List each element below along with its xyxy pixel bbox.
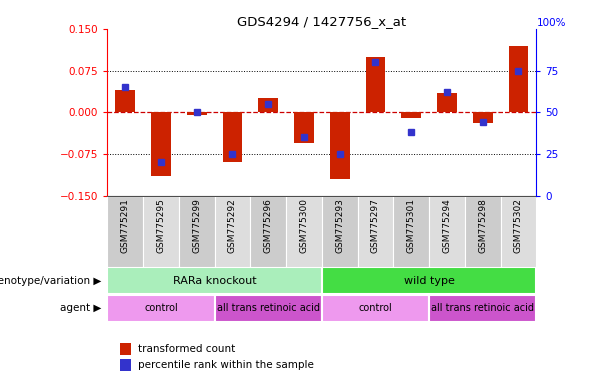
Text: GSM775301: GSM775301	[406, 198, 416, 253]
Text: GSM775294: GSM775294	[443, 198, 452, 253]
Title: GDS4294 / 1427756_x_at: GDS4294 / 1427756_x_at	[237, 15, 406, 28]
Text: GSM775291: GSM775291	[121, 198, 130, 253]
Bar	[294, 112, 314, 143]
Bar	[357, 196, 394, 267]
Bar	[107, 196, 143, 267]
Bar	[322, 267, 536, 294]
Text: GSM775295: GSM775295	[156, 198, 166, 253]
Text: transformed count: transformed count	[138, 344, 235, 354]
Bar	[473, 112, 493, 123]
Bar	[429, 295, 536, 322]
Bar	[286, 196, 322, 267]
Text: GSM775298: GSM775298	[478, 198, 487, 253]
Text: GSM775302: GSM775302	[514, 198, 523, 253]
Text: RARa knockout: RARa knockout	[173, 276, 256, 286]
Bar	[365, 56, 386, 112]
Bar	[223, 112, 242, 162]
Bar	[402, 112, 421, 118]
Bar	[250, 196, 286, 267]
Bar	[215, 196, 250, 267]
Bar	[322, 295, 429, 322]
Bar	[394, 196, 429, 267]
Text: GSM775292: GSM775292	[228, 198, 237, 253]
Text: genotype/variation ▶: genotype/variation ▶	[0, 276, 101, 286]
Bar	[429, 196, 465, 267]
Bar	[465, 196, 501, 267]
Text: control: control	[359, 303, 392, 313]
Text: wild type: wild type	[404, 276, 454, 286]
Text: all trans retinoic acid: all trans retinoic acid	[216, 303, 320, 313]
Text: GSM775300: GSM775300	[299, 198, 308, 253]
Bar	[258, 98, 278, 112]
Text: control: control	[144, 303, 178, 313]
Text: percentile rank within the sample: percentile rank within the sample	[138, 360, 314, 370]
Bar	[437, 93, 457, 112]
Bar	[501, 196, 536, 267]
Text: GSM775293: GSM775293	[335, 198, 345, 253]
Bar	[322, 196, 357, 267]
Text: GSM775299: GSM775299	[192, 198, 201, 253]
Bar	[215, 295, 322, 322]
Text: GSM775297: GSM775297	[371, 198, 380, 253]
Bar	[179, 196, 215, 267]
Bar	[143, 196, 179, 267]
Text: GSM775296: GSM775296	[264, 198, 273, 253]
Bar	[330, 112, 349, 179]
Bar	[107, 267, 322, 294]
Bar	[187, 112, 207, 115]
Bar	[509, 45, 528, 112]
Text: all trans retinoic acid: all trans retinoic acid	[431, 303, 535, 313]
Bar	[151, 112, 171, 176]
Bar	[107, 295, 215, 322]
Text: 100%: 100%	[536, 18, 566, 28]
Text: agent ▶: agent ▶	[60, 303, 101, 313]
Bar	[115, 90, 135, 112]
